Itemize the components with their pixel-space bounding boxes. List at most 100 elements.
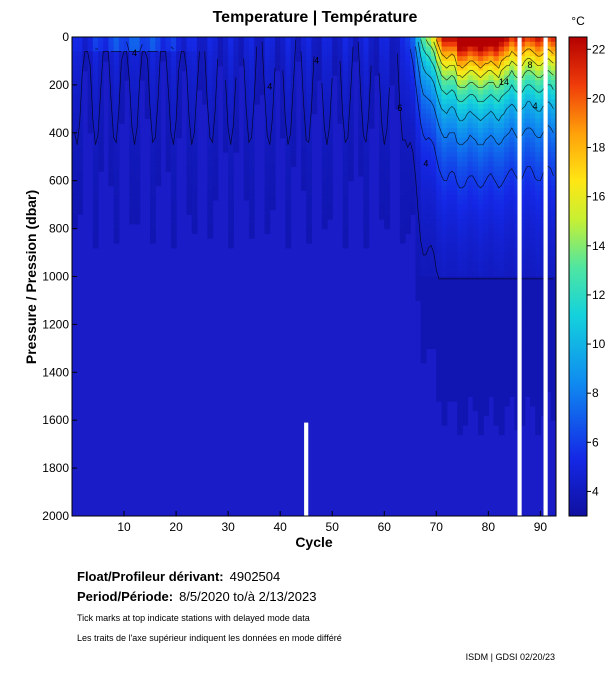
temperature-cell [285, 156, 292, 163]
temperature-cell [72, 151, 78, 158]
temperature-cell [467, 310, 474, 316]
temperature-cell [431, 295, 437, 302]
temperature-cell [410, 113, 417, 120]
temperature-cell [191, 161, 198, 167]
temperature-cell [327, 84, 333, 91]
temperature-cell [92, 75, 99, 81]
temperature-cell [150, 238, 156, 244]
temperature-cell [524, 84, 531, 91]
temperature-cell [451, 37, 458, 43]
temperature-cell [514, 195, 521, 201]
temperature-cell [540, 295, 547, 302]
temperature-cell [410, 142, 417, 148]
temperature-cell [519, 128, 526, 134]
temperature-cell [467, 295, 474, 302]
temperature-cell [467, 56, 474, 62]
temperature-cell [524, 214, 531, 220]
temperature-cell [77, 161, 84, 167]
temperature-cell [483, 300, 489, 306]
temperature-cell [170, 65, 177, 72]
temperature-cell [176, 37, 182, 43]
temperature-cell [363, 151, 370, 158]
x-tick-label: 30 [221, 520, 235, 534]
temperature-cell [228, 199, 234, 206]
temperature-cell [457, 190, 463, 196]
temperature-cell [472, 89, 479, 96]
temperature-cell [290, 70, 297, 76]
temperature-cell [327, 65, 333, 72]
temperature-cell [155, 108, 162, 115]
temperature-cell [113, 204, 120, 211]
temperature-cell [509, 377, 515, 383]
temperature-cell [493, 156, 500, 163]
temperature-cell [420, 219, 427, 225]
temperature-cell [337, 108, 344, 115]
temperature-cell [441, 377, 448, 383]
temperature-cell [483, 271, 489, 278]
temperature-cell [113, 65, 120, 72]
temperature-cell [550, 266, 556, 273]
temperature-cell [529, 348, 536, 354]
temperature-cell [176, 70, 182, 76]
temperature-cell [290, 151, 297, 158]
temperature-cell [483, 113, 489, 120]
temperature-cell [550, 123, 556, 129]
temperature-cell [92, 233, 99, 239]
temperature-cell [550, 156, 556, 163]
temperature-cell [186, 147, 193, 153]
temperature-cell [488, 310, 495, 316]
temperature-cell [436, 247, 443, 254]
temperature-cell [451, 46, 458, 52]
temperature-cell [488, 223, 495, 230]
colorbar-tick-label: 16 [592, 190, 606, 204]
temperature-cell [306, 171, 312, 177]
temperature-cell [472, 329, 479, 335]
temperature-cell [457, 228, 463, 234]
temperature-cell [436, 319, 443, 325]
temperature-cell [264, 70, 271, 76]
temperature-cell [535, 247, 541, 254]
temperature-cell [389, 65, 396, 72]
temperature-cell [191, 70, 198, 76]
temperature-cell [472, 281, 479, 287]
temperature-cell [384, 37, 391, 43]
temperature-cell [384, 156, 391, 163]
temperature-cell [290, 46, 297, 52]
temperature-cell [519, 310, 526, 316]
temperature-cell [415, 290, 422, 297]
temperature-cell [519, 415, 526, 421]
temperature-cell [342, 219, 349, 225]
temperature-cell [87, 94, 94, 100]
temperature-cell [441, 362, 448, 369]
temperature-cell [467, 46, 474, 52]
temperature-cell [550, 151, 556, 158]
temperature-cell [72, 204, 78, 211]
temperature-cell [467, 391, 474, 397]
temperature-cell [233, 147, 240, 153]
temperature-cell [144, 70, 151, 76]
temperature-cell [488, 319, 495, 325]
temperature-cell [462, 166, 469, 172]
temperature-cell [155, 156, 162, 163]
temperature-cell [451, 94, 458, 100]
temperature-cell [290, 156, 297, 163]
temperature-cell [363, 147, 370, 153]
temperature-cell [509, 199, 515, 206]
temperature-cell [222, 113, 229, 120]
temperature-cell [290, 56, 297, 62]
temperature-cell [321, 123, 328, 129]
temperature-cell [519, 137, 526, 143]
temperature-cell [405, 108, 411, 115]
temperature-cell [87, 89, 94, 96]
temperature-cell [420, 223, 427, 230]
temperature-cell [535, 104, 541, 110]
temperature-cell [540, 357, 547, 364]
temperature-cell [384, 108, 391, 115]
temperature-cell [212, 147, 219, 153]
temperature-cell [451, 295, 458, 302]
temperature-cell [457, 300, 463, 306]
temperature-cell [399, 166, 406, 172]
temperature-cell [451, 137, 458, 143]
temperature-cell [519, 367, 526, 373]
temperature-cell [77, 142, 84, 148]
